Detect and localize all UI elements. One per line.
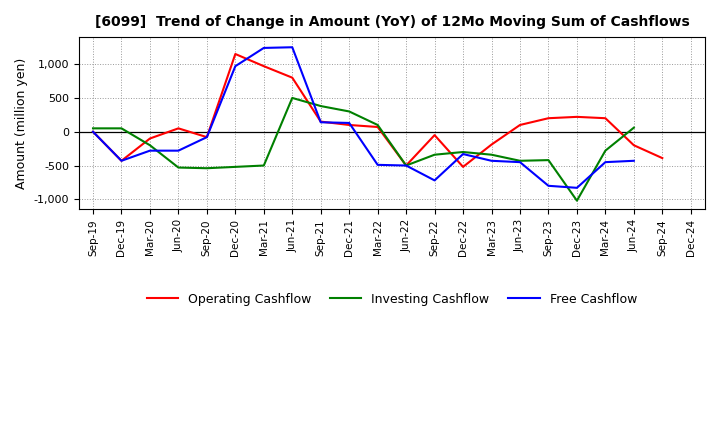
Operating Cashflow (601, 116, 610, 121)
Free Cashflow (259, 45, 268, 51)
Investing Cashflow (259, 163, 268, 168)
Investing Cashflow (202, 165, 211, 171)
Investing Cashflow (345, 109, 354, 114)
Operating Cashflow (572, 114, 581, 120)
Legend: Operating Cashflow, Investing Cashflow, Free Cashflow: Operating Cashflow, Investing Cashflow, … (142, 288, 642, 311)
Investing Cashflow (374, 122, 382, 128)
Investing Cashflow (231, 164, 240, 169)
Operating Cashflow (117, 158, 126, 163)
Investing Cashflow (629, 125, 638, 130)
Free Cashflow (89, 129, 97, 134)
Free Cashflow (459, 151, 467, 157)
Operating Cashflow (288, 75, 297, 81)
Operating Cashflow (402, 163, 410, 168)
Operating Cashflow (629, 143, 638, 148)
Operating Cashflow (487, 142, 496, 147)
Free Cashflow (174, 148, 183, 153)
Operating Cashflow (431, 132, 439, 138)
Operating Cashflow (231, 51, 240, 57)
Free Cashflow (231, 63, 240, 69)
Free Cashflow (431, 178, 439, 183)
Investing Cashflow (89, 126, 97, 131)
Operating Cashflow (316, 119, 325, 124)
Investing Cashflow (316, 103, 325, 109)
Free Cashflow (402, 163, 410, 168)
Y-axis label: Amount (million yen): Amount (million yen) (15, 58, 28, 189)
Investing Cashflow (572, 198, 581, 203)
Free Cashflow (316, 120, 325, 125)
Free Cashflow (544, 183, 553, 188)
Line: Free Cashflow: Free Cashflow (93, 47, 634, 188)
Free Cashflow (145, 148, 154, 153)
Free Cashflow (601, 160, 610, 165)
Free Cashflow (487, 158, 496, 163)
Operating Cashflow (145, 136, 154, 141)
Operating Cashflow (345, 122, 354, 128)
Line: Operating Cashflow: Operating Cashflow (93, 54, 662, 167)
Free Cashflow (117, 158, 126, 163)
Investing Cashflow (431, 152, 439, 158)
Free Cashflow (374, 162, 382, 168)
Operating Cashflow (174, 126, 183, 131)
Investing Cashflow (601, 148, 610, 153)
Free Cashflow (516, 160, 524, 165)
Operating Cashflow (89, 129, 97, 134)
Investing Cashflow (516, 158, 524, 163)
Investing Cashflow (544, 158, 553, 163)
Operating Cashflow (544, 116, 553, 121)
Operating Cashflow (202, 135, 211, 140)
Investing Cashflow (145, 143, 154, 148)
Free Cashflow (629, 158, 638, 163)
Investing Cashflow (288, 95, 297, 101)
Investing Cashflow (117, 126, 126, 131)
Operating Cashflow (658, 155, 667, 161)
Free Cashflow (202, 135, 211, 140)
Investing Cashflow (174, 165, 183, 170)
Free Cashflow (572, 185, 581, 191)
Operating Cashflow (259, 63, 268, 69)
Operating Cashflow (516, 122, 524, 128)
Line: Investing Cashflow: Investing Cashflow (93, 98, 634, 201)
Operating Cashflow (374, 125, 382, 130)
Title: [6099]  Trend of Change in Amount (YoY) of 12Mo Moving Sum of Cashflows: [6099] Trend of Change in Amount (YoY) o… (94, 15, 689, 29)
Free Cashflow (288, 44, 297, 50)
Investing Cashflow (459, 149, 467, 154)
Free Cashflow (345, 120, 354, 125)
Investing Cashflow (402, 163, 410, 168)
Operating Cashflow (459, 164, 467, 169)
Investing Cashflow (487, 152, 496, 158)
